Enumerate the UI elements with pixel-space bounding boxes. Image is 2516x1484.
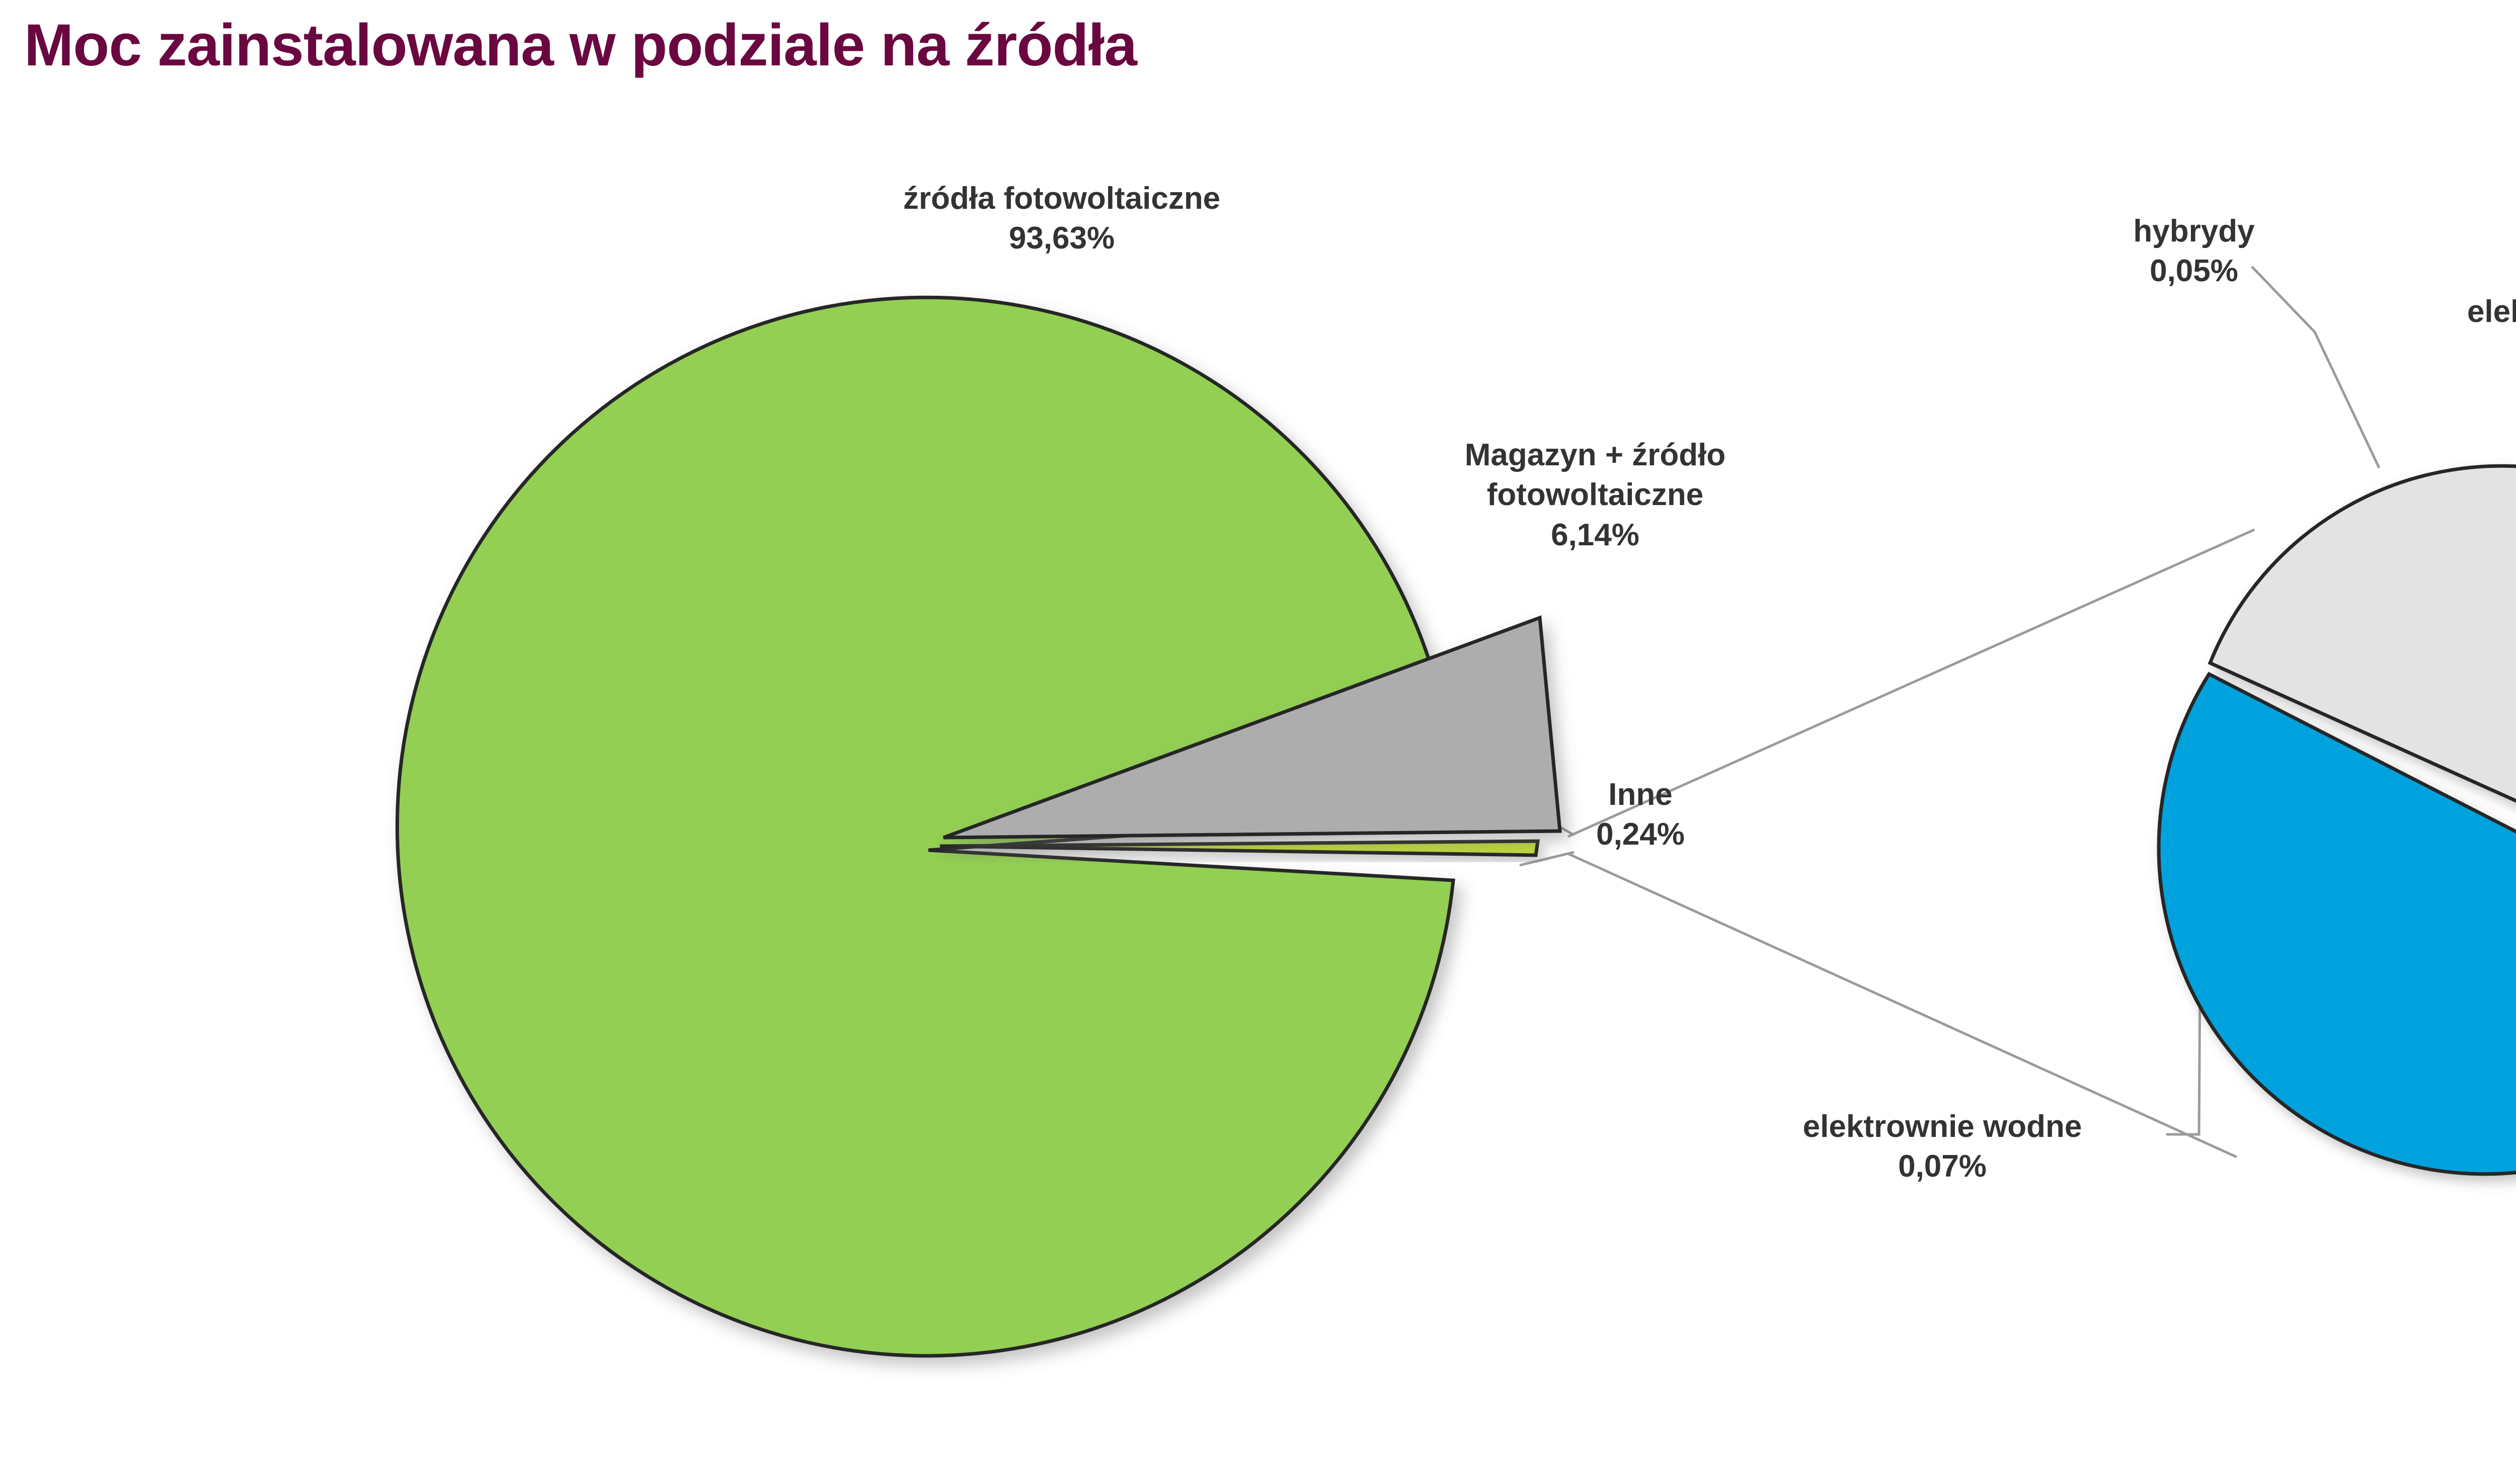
leader-line-other-source-bottom	[1519, 851, 1575, 867]
leader-line-other-lower	[1567, 852, 2238, 1159]
secondary-pie	[2157, 464, 2516, 1176]
label-storage-pv: Magazyn + źródło fotowoltaiczne 6,14%	[1379, 435, 1812, 555]
label-photovoltaic-name: źródła fotowoltaiczne	[903, 181, 1221, 216]
leader-line-other-upper	[1567, 528, 2255, 838]
main-slice-storage-pv[interactable]	[942, 615, 1562, 840]
label-storage-pv-value: 6,14%	[1551, 517, 1639, 552]
label-photovoltaic-value: 93,63%	[1008, 221, 1115, 256]
label-biogas: elektrownie na biogaz 0,04%	[2345, 292, 2516, 372]
label-hybrids-name: hybrydy	[2133, 214, 2255, 249]
main-slice-other[interactable]	[939, 839, 1540, 857]
page-title: Moc zainstalowana w podziale na źródła	[24, 12, 1137, 78]
callout-hydro	[2166, 980, 2202, 1136]
main-slice-photovoltaic[interactable]	[395, 295, 1458, 1358]
callout-stubs	[2166, 266, 2381, 1136]
label-storage-pv-name-line2: fotowoltaiczne	[1486, 477, 1704, 513]
label-other-main-name: Inne	[1608, 777, 1673, 812]
sub-slice-hydro[interactable]	[2157, 672, 2516, 1176]
label-hydro-value: 0,07%	[1898, 1149, 1987, 1184]
callout-hybrids	[2251, 266, 2381, 469]
label-storage-pv-name-line1: Magazyn + źródło	[1464, 438, 1726, 472]
label-hybrids-value: 0,05%	[2150, 254, 2238, 289]
label-other-main: Inne 0,24%	[1540, 775, 1741, 855]
label-biogas-name: elektrownie na biogaz	[2467, 294, 2516, 329]
sub-slice-hybrids[interactable]	[2208, 464, 2516, 819]
label-hydro: elektrownie wodne 0,07%	[1701, 1107, 2184, 1187]
label-other-main-value: 0,24%	[1596, 817, 1685, 852]
label-hydro-name: elektrownie wodne	[1802, 1109, 2082, 1144]
label-biogas-value: 0,04%	[2345, 332, 2516, 371]
label-hybrids: hybrydy 0,05%	[2053, 211, 2335, 291]
label-photovoltaic: źródła fotowoltaiczne 93,63%	[785, 179, 1339, 259]
main-pie	[395, 295, 1562, 1358]
